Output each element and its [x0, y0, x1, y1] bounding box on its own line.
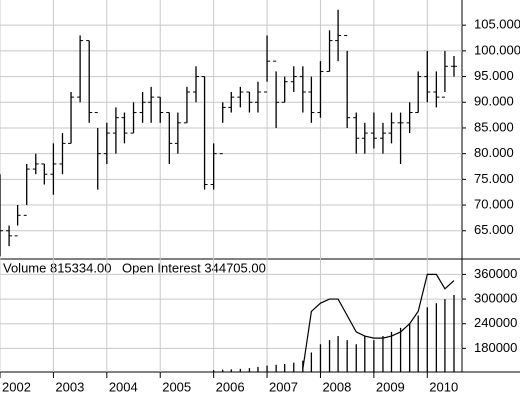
- x-tick-label: 2007: [269, 379, 298, 394]
- x-tick-label: 2008: [322, 379, 351, 394]
- x-tick-label: 2002: [2, 379, 31, 394]
- open-interest-label: Open Interest 344705.00: [122, 260, 266, 275]
- x-tick-label: 2006: [216, 379, 245, 394]
- x-tick-label: 2005: [162, 379, 191, 394]
- y-tick-label: 105.000: [474, 17, 520, 32]
- open-interest-line: [302, 273, 455, 370]
- y-tick-label: 100.000: [474, 42, 520, 57]
- y-tick-label: 95.000: [474, 68, 514, 83]
- y-tick-label: 240000: [474, 315, 517, 330]
- x-tick-label: 2004: [109, 379, 138, 394]
- x-tick-label: 2010: [429, 379, 458, 394]
- x-tick-label: 2009: [376, 379, 405, 394]
- y-tick-label: 80.000: [474, 145, 514, 160]
- y-tick-label: 85.000: [474, 119, 514, 134]
- y-tick-label: 300000: [474, 291, 517, 306]
- volume-label: Volume 815334.00: [3, 260, 111, 275]
- y-tick-label: 90.000: [474, 94, 514, 109]
- y-tick-label: 65.000: [474, 222, 514, 237]
- y-tick-label: 180000: [474, 340, 517, 355]
- y-tick-label: 360000: [474, 266, 517, 281]
- y-tick-label: 70.000: [474, 196, 514, 211]
- y-tick-label: 75.000: [474, 171, 514, 186]
- x-tick-label: 2003: [55, 379, 84, 394]
